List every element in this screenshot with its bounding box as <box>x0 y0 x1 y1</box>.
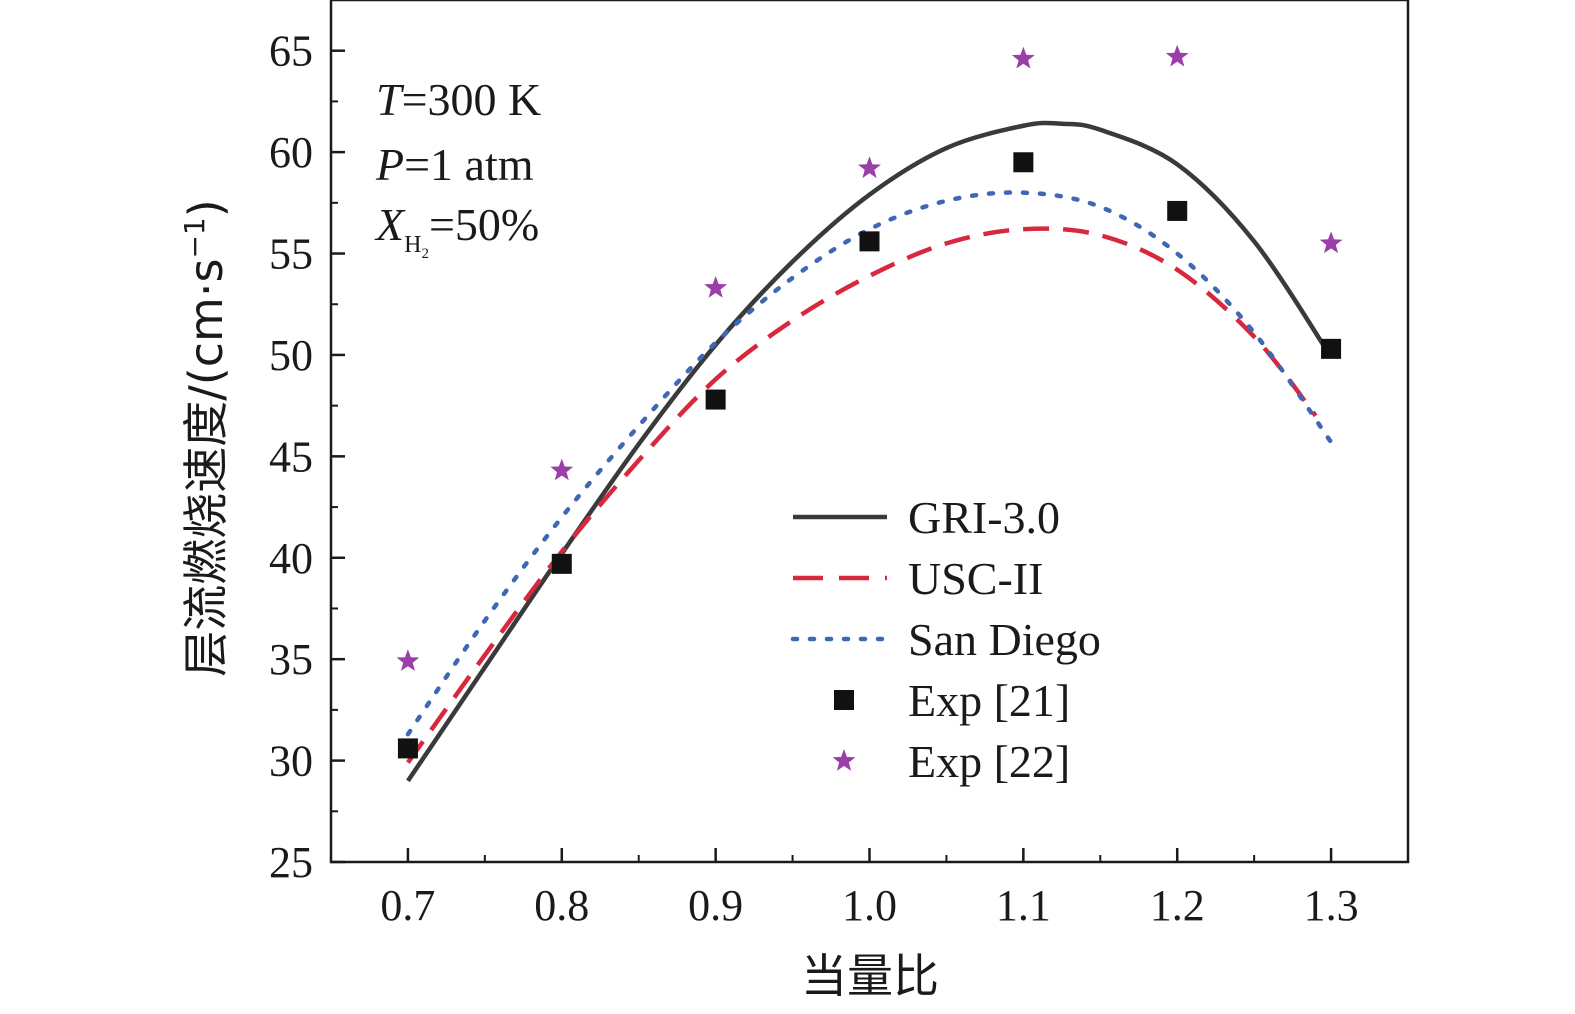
x-tick-label: 0.7 <box>380 881 435 930</box>
y-tick-label: 35 <box>269 635 313 684</box>
x-axis-ticks: 0.7 0.8 0.9 1.0 1.1 1.2 1.3 <box>330 848 1409 930</box>
legend-label: San Diego <box>908 614 1101 665</box>
x-tick-label: 1.2 <box>1150 881 1205 930</box>
legend-item-gri-3-0: GRI-3.0 <box>793 492 1060 543</box>
series-markers <box>396 44 1343 759</box>
series-lines <box>405 120 1334 783</box>
y-axis-label-superscript: −1 <box>178 217 211 258</box>
y-tick-label: 30 <box>269 737 313 786</box>
y-axis-label-close: ) <box>179 199 233 217</box>
annotation-temperature: T=300 K <box>376 74 541 125</box>
legend-item-san-diego: San Diego <box>790 614 1101 665</box>
marker-exp-21 <box>859 231 880 252</box>
marker-exp-22 <box>1319 231 1343 254</box>
y-tick-label: 60 <box>269 128 313 177</box>
legend-label: USC-II <box>908 553 1043 604</box>
marker-exp-22 <box>858 156 881 179</box>
series-line-usc-ii <box>406 226 1318 764</box>
y-axis-ticks: 25 30 35 40 45 50 55 60 65 <box>269 0 345 887</box>
annotation-pressure: P=1 atm <box>375 139 534 190</box>
legend-label: GRI-3.0 <box>908 492 1060 543</box>
x-tick-label: 1.0 <box>842 881 897 930</box>
marker-exp-21 <box>705 389 726 410</box>
series-line-san-diego <box>405 190 1334 737</box>
marker-exp-22 <box>704 276 728 298</box>
x-tick-label: 0.8 <box>534 881 589 930</box>
y-tick-label: 40 <box>269 534 313 583</box>
legend-swatch <box>834 690 854 710</box>
marker-exp-22 <box>1011 46 1035 69</box>
y-tick-label: 65 <box>269 27 313 76</box>
marker-exp-21 <box>1321 338 1342 359</box>
marker-exp-22 <box>1165 44 1189 67</box>
legend: GRI-3.0 USC-II San Diego Exp [21] Exp [22] <box>790 492 1101 787</box>
marker-exp-21 <box>551 553 572 574</box>
legend-item-exp-21: Exp [21] <box>834 675 1070 726</box>
marker-exp-21 <box>397 738 418 759</box>
legend-item-usc-ii: USC-II <box>793 553 1043 604</box>
condition-annotations: T=300 K P=1 atm XH2=50% <box>374 74 541 262</box>
x-tick-label: 0.9 <box>688 881 743 930</box>
x-tick-label: 1.3 <box>1304 881 1359 930</box>
series-line-gri-3-0 <box>406 120 1333 783</box>
y-tick-label: 55 <box>269 230 313 279</box>
plot-area-frame <box>329 0 1410 864</box>
legend-label: Exp [21] <box>908 675 1070 726</box>
y-axis-label: 层流燃烧速度/(cm·s−1) <box>178 199 233 676</box>
y-tick-label: 25 <box>269 838 313 887</box>
y-axis-label-main: 层流燃烧速度/(cm·s <box>179 259 233 677</box>
y-tick-label: 50 <box>269 331 313 380</box>
marker-exp-21 <box>1167 200 1188 221</box>
x-tick-label: 1.1 <box>996 881 1051 930</box>
legend-swatch <box>832 749 856 771</box>
y-tick-label: 45 <box>269 432 313 481</box>
legend-label: Exp [22] <box>908 736 1070 787</box>
x-axis-label: 当量比 <box>801 949 939 1003</box>
annotation-hydrogen-fraction: XH2=50% <box>374 199 539 262</box>
marker-exp-22 <box>550 458 574 481</box>
legend-item-exp-22: Exp [22] <box>832 736 1070 787</box>
marker-exp-21 <box>1013 152 1034 173</box>
marker-exp-22 <box>396 649 420 671</box>
